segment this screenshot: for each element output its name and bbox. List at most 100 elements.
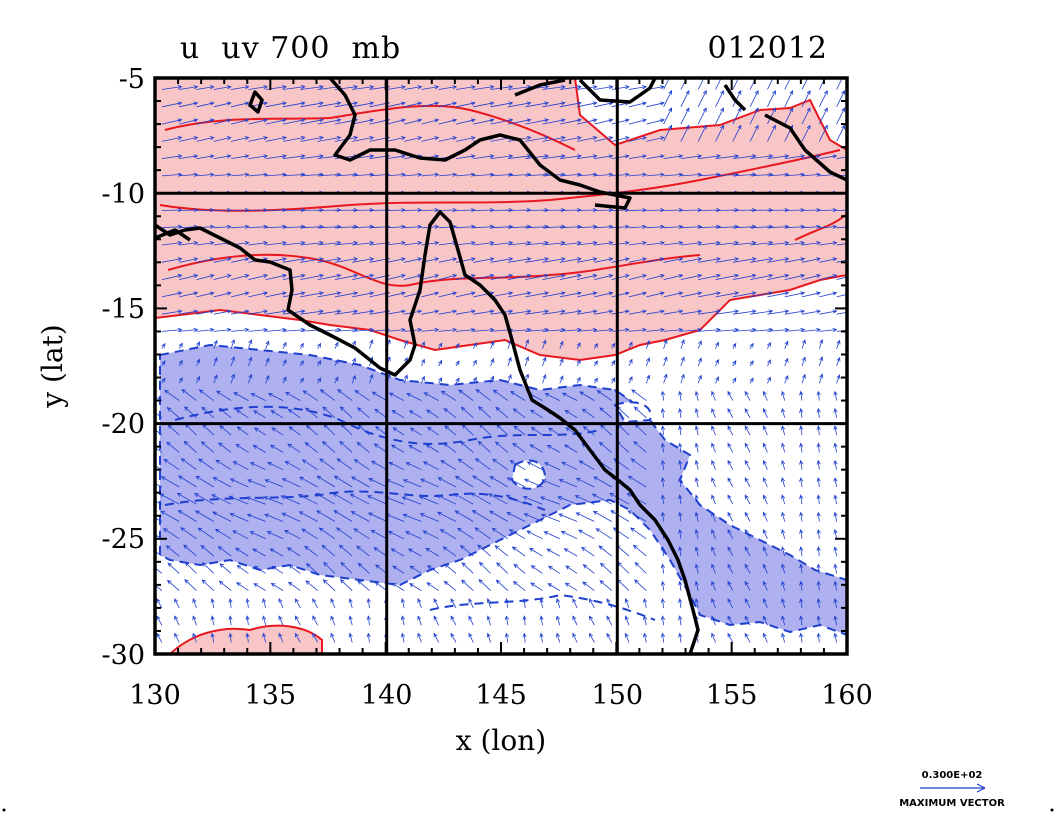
grid-lines (155, 78, 847, 654)
wind-vector (606, 598, 613, 609)
wind-vector (781, 442, 786, 453)
wind-vector (762, 511, 768, 522)
wind-vector (455, 85, 476, 90)
wind-vector (697, 107, 707, 125)
wind-vector (302, 390, 318, 401)
wind-vector (680, 240, 703, 246)
wind-vector (781, 546, 786, 557)
wind-vector (819, 224, 838, 229)
wind-vector (245, 632, 250, 643)
wind-vector (330, 615, 336, 626)
wind-vector (559, 375, 564, 384)
wind-vector (282, 101, 306, 108)
wind-vector (253, 410, 266, 419)
wind-vector (750, 154, 774, 159)
wind-vector (744, 390, 751, 401)
wind-vector (694, 597, 699, 608)
wind-vector (300, 257, 325, 263)
wind-vector (390, 548, 405, 557)
wind-vector (369, 373, 374, 384)
wind-vector (660, 442, 666, 453)
wind-vector (762, 425, 768, 436)
wind-vector (442, 546, 457, 557)
wind-vector (455, 377, 460, 384)
wind-vector (833, 546, 838, 557)
wind-vector (594, 118, 614, 125)
wind-vector (192, 615, 197, 626)
wind-vector (781, 511, 786, 522)
wind-vector (594, 274, 614, 280)
wind-vector (438, 208, 458, 213)
wind-vector (576, 342, 581, 349)
wind-vector (559, 340, 564, 349)
wind-vector (438, 85, 458, 90)
wind-vector (543, 531, 560, 540)
wind-vector (698, 154, 722, 159)
wind-vector (409, 427, 422, 436)
wind-vector (455, 101, 476, 108)
wind-vector (750, 309, 774, 315)
wind-vector (663, 124, 672, 142)
wind-vector (437, 477, 457, 488)
wind-vector (833, 598, 838, 608)
wind-vector (486, 615, 491, 626)
wind-vector (611, 241, 630, 246)
wind-vector (161, 118, 183, 125)
wind-vector (819, 309, 838, 315)
wind-vector (624, 615, 630, 626)
wind-vector (694, 477, 699, 488)
wind-vector (801, 356, 806, 367)
wind-vector (353, 459, 370, 471)
wind-vector (339, 406, 353, 419)
wind-vector (282, 291, 306, 298)
wind-vector (598, 545, 612, 557)
wind-vector (196, 154, 215, 159)
wind-vector (160, 476, 180, 488)
wind-vector (559, 208, 582, 213)
wind-vector (816, 459, 821, 470)
wind-vector (784, 107, 794, 125)
wind-vector (784, 357, 789, 367)
x-tick-label: 130 (129, 680, 181, 711)
wind-vector (727, 407, 734, 418)
wind-vector (236, 426, 249, 436)
wind-vector (504, 632, 510, 643)
wind-vector (265, 327, 288, 332)
wind-vector (265, 208, 288, 213)
wind-vector (235, 409, 249, 419)
wind-vector (433, 598, 440, 609)
wind-vector (334, 341, 339, 349)
wind-vector (248, 291, 269, 298)
wind-vector (504, 597, 510, 608)
wind-vector (352, 240, 375, 246)
wind-vector (525, 257, 550, 263)
wind-vector (559, 118, 582, 125)
wind-vector (836, 339, 841, 349)
wind-vector (727, 511, 734, 522)
positive-contour (167, 253, 701, 287)
wind-vector (155, 395, 163, 401)
wind-vector (801, 240, 821, 246)
wind-vector (287, 408, 301, 419)
wind-vector (628, 136, 648, 142)
wind-vector (711, 580, 716, 591)
wind-vector (231, 327, 250, 333)
wind-vector (301, 459, 318, 471)
wind-vector (282, 341, 287, 349)
wind-vector (213, 224, 232, 229)
wind-vector (833, 580, 838, 591)
wind-vector (749, 377, 754, 384)
wind-vector (542, 154, 566, 159)
wind-vector (196, 291, 215, 298)
wind-vector (183, 440, 197, 453)
wind-vector (161, 85, 183, 90)
wind-vector (732, 257, 757, 263)
wind-vector (248, 327, 269, 332)
wind-vector (196, 208, 215, 213)
wind-vector (711, 598, 716, 609)
wind-vector (628, 274, 647, 280)
wind-vector (593, 476, 612, 488)
wind-vector (438, 101, 458, 108)
wind-vector (784, 154, 806, 159)
wind-vector (799, 407, 804, 418)
